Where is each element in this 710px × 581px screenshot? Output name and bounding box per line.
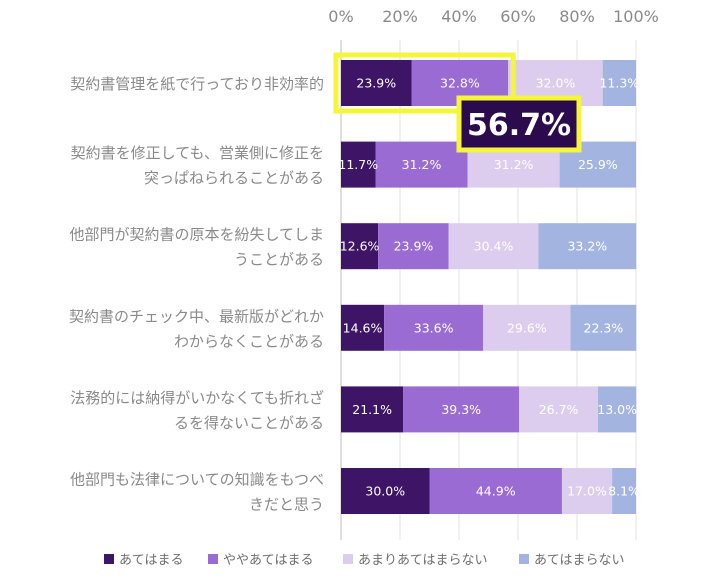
x-tick-label: 20% — [382, 7, 418, 26]
category-label: るを得ないことがある — [174, 414, 324, 432]
data-label: 17.0% — [567, 484, 607, 499]
bar-segment — [341, 60, 412, 106]
legend-swatch — [208, 554, 218, 564]
data-label: 26.7% — [539, 402, 579, 417]
category-label: 契約書を修正しても、営業側に修正を — [71, 144, 324, 162]
data-label: 13.0% — [597, 402, 637, 417]
legend-label: あてはまる — [119, 553, 183, 568]
data-label: 33.2% — [567, 239, 607, 254]
legend: あてはまる ややあてはまる あまりあてはまらない あてはまらない — [104, 553, 624, 568]
bar-segment — [570, 304, 637, 351]
bar-segment — [602, 60, 636, 106]
bar-segment — [519, 386, 598, 433]
x-tick-label: 0% — [328, 7, 353, 26]
legend-swatch — [343, 554, 353, 564]
data-label: 22.3% — [584, 320, 624, 335]
highlight-box — [456, 95, 582, 153]
legend-swatch — [519, 554, 529, 564]
bar-segment — [341, 304, 385, 351]
data-label: 39.3% — [441, 402, 481, 417]
data-label: 31.2% — [494, 157, 534, 172]
bar-segment — [384, 304, 484, 351]
bar-segment — [612, 468, 636, 514]
highlight-annotation: 56.7% — [333, 52, 582, 153]
bar-segment — [341, 223, 379, 270]
category-label: 契約書管理を紙で行っており非効率的 — [70, 75, 324, 93]
bar-segment — [597, 386, 637, 433]
data-label: 25.9% — [578, 157, 618, 172]
data-label: 30.4% — [474, 239, 514, 254]
data-label: 23.9% — [356, 76, 396, 91]
bar-segment — [341, 468, 430, 514]
data-label: 31.2% — [402, 157, 442, 172]
data-label: 21.1% — [352, 402, 392, 417]
bar-segment — [375, 141, 468, 188]
data-label: 12.6% — [340, 239, 380, 254]
legend-label: ややあてはまる — [223, 553, 313, 568]
bar-segment — [561, 468, 613, 514]
category-label: 法務的には納得がいかなくても折れざ — [70, 389, 324, 407]
data-label: 44.9% — [476, 484, 516, 499]
x-tick-label: 40% — [441, 7, 477, 26]
x-tick-label: 60% — [500, 7, 536, 26]
bar-segment — [341, 141, 376, 188]
data-label: 23.9% — [394, 239, 434, 254]
legend-label: あまりあてはまらない — [358, 553, 487, 568]
data-label: 8.1% — [608, 484, 640, 499]
bar-segment — [429, 468, 562, 514]
data-label: 32.8% — [440, 76, 480, 91]
data-label: 11.3% — [599, 76, 639, 91]
category-label: 突っぱねられることがある — [144, 169, 324, 187]
x-tick-label: 100% — [613, 7, 659, 26]
data-label: 11.7% — [338, 157, 378, 172]
bar-segment — [483, 304, 571, 351]
category-label: わからなくことがある — [174, 332, 324, 350]
highlight-outline — [333, 52, 516, 114]
x-tick-label: 80% — [559, 7, 595, 26]
category-label: きだと思う — [249, 496, 324, 514]
data-label: 33.6% — [414, 320, 454, 335]
bar-segment — [403, 386, 520, 433]
data-labels: 23.9% 32.8% 32.0% 11.3% 11.7% 31.2% 31.2% 25.9%… — [338, 76, 640, 499]
category-label: 契約書のチェック中、最新版がどれか — [69, 307, 324, 325]
data-label: 29.6% — [507, 320, 547, 335]
x-axis-ticks: 0% 20% 40% 60% 80% 100% — [328, 7, 659, 26]
data-label: 14.6% — [343, 320, 383, 335]
bar-segment — [341, 386, 404, 433]
legend-label: あてはまらない — [534, 553, 624, 568]
category-labels: 契約書管理を紙で行っており非効率的契約書を修正しても、営業側に修正を突っぱねられ… — [69, 75, 324, 514]
category-label: 他部門が契約書の原本を紛失してしま — [69, 226, 324, 244]
bar-segment — [538, 223, 637, 270]
category-label: うことがある — [234, 251, 324, 269]
bar-segment — [448, 223, 539, 270]
highlight-value: 56.7% — [467, 108, 571, 143]
data-label: 32.0% — [536, 76, 576, 91]
data-label: 30.0% — [365, 484, 405, 499]
legend-swatch — [104, 554, 114, 564]
category-label: 他部門も法律についての知識をもつべ — [70, 471, 324, 489]
bar-segment — [378, 223, 449, 270]
